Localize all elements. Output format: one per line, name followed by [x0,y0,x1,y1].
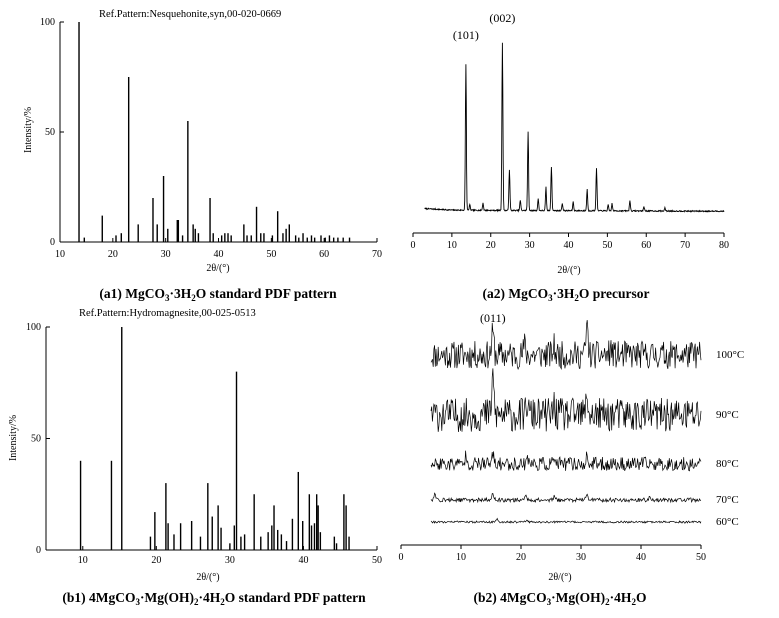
xrd-trace-100C [430,320,702,371]
caption-segment: 2 [631,597,636,607]
caption-segment: (a2) MgCO [483,286,549,301]
panel-b1-xlabel: 2θ/(°) [196,572,219,583]
caption-segment: 3 [165,293,170,303]
caption-segment: 2 [605,597,610,607]
x-tick-label: 20 [486,240,496,251]
caption-segment: ·Mg(OH) [551,590,605,605]
caption-segment: O precursor [579,286,650,301]
panel-a2: 2θ/(°) (a2) MgCO3·3H2O precursor 0 10 20 30… [411,11,730,303]
series-temperature-label: 90°C [716,409,739,421]
x-tick-label: 50 [266,249,276,260]
x-tick-label: 40 [636,552,646,563]
y-tick-label: 100 [26,322,41,333]
x-tick-label: 10 [78,555,88,566]
series-temperature-label: 60°C [716,516,739,528]
panel-a1-xlabel: 2θ/(°) [206,263,229,274]
x-tick-label: 20 [108,249,118,260]
peak-index-label: (002) [489,11,515,25]
x-tick-label: 40 [564,240,574,251]
panel-a1-ref-title: Ref.Pattern:Nesquehonite,syn,00-020-0669 [99,9,281,20]
panel-b2-caption: (b2) 4MgCO3·Mg(OH)2·4H2O [474,590,647,607]
panel-a1-ylabel: Intensity/% [23,107,34,153]
y-tick-label: 50 [45,127,55,138]
caption-segment: 3 [547,597,552,607]
x-tick-label: 70 [680,240,690,251]
peak-index-label: (101) [453,28,479,42]
x-tick-label: 10 [55,249,65,260]
peak-index-label: (011) [480,311,506,325]
panel-a1: Ref.Pattern:Nesquehonite,syn,00-020-0669… [23,9,382,303]
x-tick-label: 50 [602,240,612,251]
x-tick-label: 10 [456,552,466,563]
x-tick-label: 30 [576,552,586,563]
series-temperature-label: 70°C [716,494,739,506]
caption-segment: (b1) 4MgCO [62,590,135,605]
x-tick-label: 10 [447,240,457,251]
xrd-trace [424,42,725,213]
series-temperature-label: 100°C [716,349,744,361]
caption-segment: 2 [194,597,199,607]
caption-segment: 3 [548,293,553,303]
panel-a1-caption: (a1) MgCO3·3H2O standard PDF pattern [99,286,337,303]
xrd-trace-70C [430,492,702,504]
x-tick-label: 80 [719,240,729,251]
series-temperature-label: 80°C [716,458,739,470]
caption-segment: 2 [220,597,225,607]
x-tick-label: 70 [372,249,382,260]
panel-b1-caption: (b1) 4MgCO3·Mg(OH)2·4H2O standard PDF pa… [62,590,366,607]
xrd-trace-90C [430,368,702,433]
caption-segment: ·Mg(OH) [140,590,194,605]
x-tick-label: 60 [641,240,651,251]
x-tick-label: 20 [151,555,161,566]
panel-b1-ylabel: Intensity/% [8,415,19,461]
x-tick-label: 40 [214,249,224,260]
panel-a2-xlabel: 2θ/(°) [557,265,580,276]
x-tick-label: 30 [161,249,171,260]
x-tick-label: 30 [225,555,235,566]
caption-segment: 2 [574,293,579,303]
x-tick-label: 50 [372,555,382,566]
caption-segment: O standard PDF pattern [225,590,366,605]
caption-segment: ·3H [553,286,575,301]
caption-segment: O [636,590,647,605]
caption-segment: ·4H [610,590,632,605]
x-tick-label: 50 [696,552,706,563]
x-tick-label: 30 [525,240,535,251]
y-tick-label: 0 [50,237,55,248]
panel-b2-xlabel: 2θ/(°) [548,572,571,583]
x-tick-label: 60 [319,249,329,260]
caption-segment: O standard PDF pattern [196,286,337,301]
panel-a2-caption: (a2) MgCO3·3H2O precursor [483,286,650,303]
y-tick-label: 100 [40,17,55,28]
caption-segment: 3 [135,597,140,607]
panel-b1: Ref.Pattern:Hydromagnesite,00-025-0513 I… [8,308,382,607]
x-tick-label: 20 [516,552,526,563]
caption-segment: (a1) MgCO [99,286,165,301]
x-tick-label: 40 [298,555,308,566]
xrd-trace-60C [430,517,702,524]
y-tick-label: 50 [31,434,41,445]
panel-b2: 2θ/(°) (b2) 4MgCO3·Mg(OH)2·4H2O 0 10 20 30 4… [399,311,745,607]
x-tick-label: 0 [399,552,404,563]
x-tick-label: 0 [411,240,416,251]
y-tick-label: 0 [36,545,41,556]
caption-segment: (b2) 4MgCO [474,590,547,605]
xrd-trace-80C [430,450,702,472]
caption-segment: ·4H [198,590,220,605]
caption-segment: ·3H [169,286,191,301]
panel-b1-ref-title: Ref.Pattern:Hydromagnesite,00-025-0513 [79,308,256,319]
caption-segment: 2 [191,293,196,303]
